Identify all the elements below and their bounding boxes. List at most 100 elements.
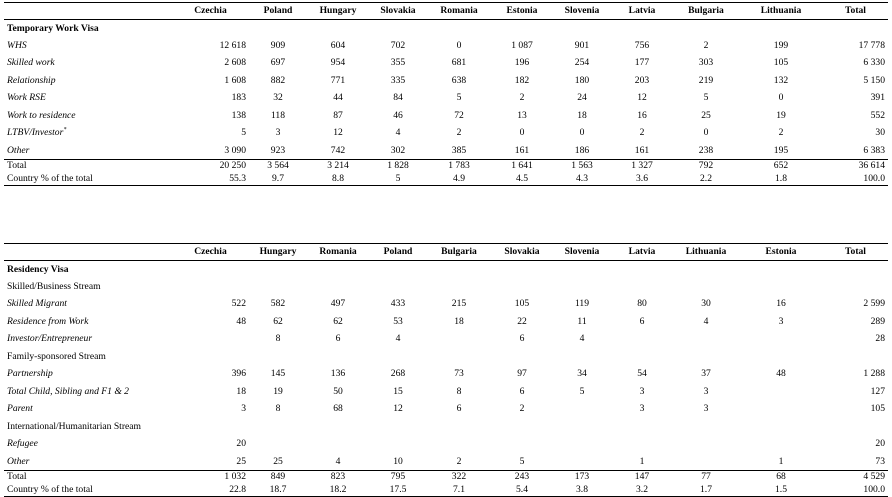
table-cell: 24 — [577, 92, 587, 104]
table-cell: 954 — [330, 57, 346, 69]
table-cell: 254 — [574, 57, 590, 69]
section-title-row: Temporary Work Visa — [4, 19, 888, 37]
table-row: Total 20 250 3 564 3 214 1 828 1 783 1 641 1 56… — [4, 158, 888, 172]
table-cell: 196 — [514, 57, 530, 69]
table-cell: 73 — [454, 368, 464, 380]
row-label-text: Country % of the total — [7, 172, 93, 184]
row-label: WHS — [4, 37, 172, 55]
table-row: Skilled Migrant 522 582 497 433 215 105 119 80 30… — [4, 295, 888, 313]
table-cell: 80 — [637, 298, 647, 310]
table-cell: 6 383 — [863, 144, 885, 156]
table-cell — [673, 435, 739, 453]
table-cell: 5 — [519, 455, 525, 467]
table-cell: 3 090 — [224, 144, 246, 156]
table-cell: 18.2 — [307, 483, 369, 497]
row-label: Other — [4, 142, 172, 160]
row-label-text: LTBV/Investor — [7, 127, 64, 139]
table-cell: 3 — [241, 403, 246, 415]
column-header-lithuania: Lithuania — [673, 243, 739, 261]
table-cell: 0 — [519, 127, 525, 139]
table-cell: 5.4 — [491, 483, 553, 497]
table-cell: 186 — [574, 144, 590, 156]
table-cell: 127 — [870, 385, 885, 397]
table-cell: 17 778 — [858, 39, 885, 51]
row-label: Residence from Work — [4, 313, 172, 331]
stream-heading-row: International/Humanitarian Stream — [4, 418, 888, 436]
column-header-romania: Romania — [427, 2, 491, 20]
table-cell: 771 — [330, 74, 346, 86]
table-cell: 742 — [330, 144, 346, 156]
table-cell: 48 — [236, 315, 246, 327]
table-cell: 30 — [701, 298, 711, 310]
table-cell — [369, 435, 427, 453]
row-label-text: Other — [7, 144, 30, 156]
table-cell: 4.3 — [553, 172, 611, 186]
table-cell: 180 — [574, 74, 590, 86]
table-cell: 20 250 — [172, 158, 249, 172]
table-cell: 62 — [333, 315, 343, 327]
table-cell — [739, 400, 823, 418]
table-cell: 28 — [875, 333, 885, 345]
table-cell: 2.2 — [673, 172, 739, 186]
table-cell: 433 — [390, 298, 406, 310]
table-cell: 3.6 — [611, 172, 673, 186]
table-row: Work to residence 138 118 87 46 72 13 18 16 25 19 5… — [4, 107, 888, 125]
section-title: Residency Visa — [7, 263, 69, 275]
row-label: Other — [4, 453, 172, 471]
row-label: Refugee — [4, 435, 172, 453]
table-cell: 2 — [456, 455, 462, 467]
table-cell: 18 — [236, 385, 246, 397]
table-cell: 118 — [270, 109, 286, 121]
row-label: Skilled Migrant — [4, 295, 172, 313]
table-cell: 849 — [249, 469, 307, 483]
table-row: Partnership 396 145 136 268 73 97 34 54 37 48 1 288 — [4, 365, 888, 383]
row-label: Work to residence — [4, 107, 172, 125]
table-cell: 3 — [639, 403, 645, 415]
column-header-total: Total — [823, 243, 888, 261]
table-cell: 1 288 — [863, 368, 885, 380]
residency-visa-table: Czechia Hungary Romania Poland Bulgaria Slova… — [4, 243, 888, 497]
table-cell: 12 — [393, 403, 403, 415]
table-cell — [611, 330, 673, 348]
table-cell: 823 — [307, 469, 369, 483]
row-label-text: Skilled Migrant — [7, 298, 67, 310]
table-cell: 18 — [577, 109, 587, 121]
table-cell: 909 — [270, 39, 286, 51]
table-row: Other 3 090 923 742 302 385 161 186 161 238 195 6 3… — [4, 142, 888, 160]
table-cell: 1 — [778, 455, 784, 467]
table-cell: 1 828 — [369, 158, 427, 172]
table-cell: 173 — [553, 469, 611, 483]
table-cell: 2 — [778, 127, 784, 139]
table-cell: 4 — [395, 333, 401, 345]
row-label: Total — [4, 469, 172, 483]
stream-heading: Family-sponsored Stream — [7, 350, 106, 362]
table-cell: 219 — [698, 74, 714, 86]
table-cell: 6 — [335, 333, 341, 345]
table-cell: 289 — [870, 315, 885, 327]
table-cell: 582 — [270, 298, 286, 310]
table-row: Country % of the total 22.8 18.7 18.2 17.5 7.… — [4, 483, 888, 497]
table-cell: 73 — [875, 455, 885, 467]
row-label: LTBV/Investor* — [4, 124, 172, 142]
table-cell: 638 — [451, 74, 467, 86]
row-label-text: Work to residence — [7, 109, 76, 121]
table-cell: 1 608 — [224, 74, 246, 86]
column-header-slovakia: Slovakia — [369, 2, 427, 20]
table-cell: 46 — [393, 109, 403, 121]
table-cell: 2 — [519, 403, 525, 415]
column-header-romania: Romania — [307, 243, 369, 261]
table-row: Skilled work 2 608 697 954 355 681 196 254 177 30… — [4, 54, 888, 72]
table-cell — [739, 330, 823, 348]
row-label-text: Work RSE — [7, 92, 46, 104]
table-cell: 105 — [773, 57, 789, 69]
table-cell: 3 214 — [307, 158, 369, 172]
header-corner — [4, 243, 172, 261]
table-cell: 3 — [703, 385, 709, 397]
header-row: Czechia Hungary Romania Poland Bulgaria Slova… — [4, 243, 888, 261]
table-cell: 105 — [514, 298, 530, 310]
table-cell: 19 — [776, 109, 786, 121]
row-label-text: Parent — [7, 403, 33, 415]
table-cell: 44 — [333, 92, 343, 104]
table-cell: 6 — [519, 385, 525, 397]
table-cell: 681 — [451, 57, 467, 69]
